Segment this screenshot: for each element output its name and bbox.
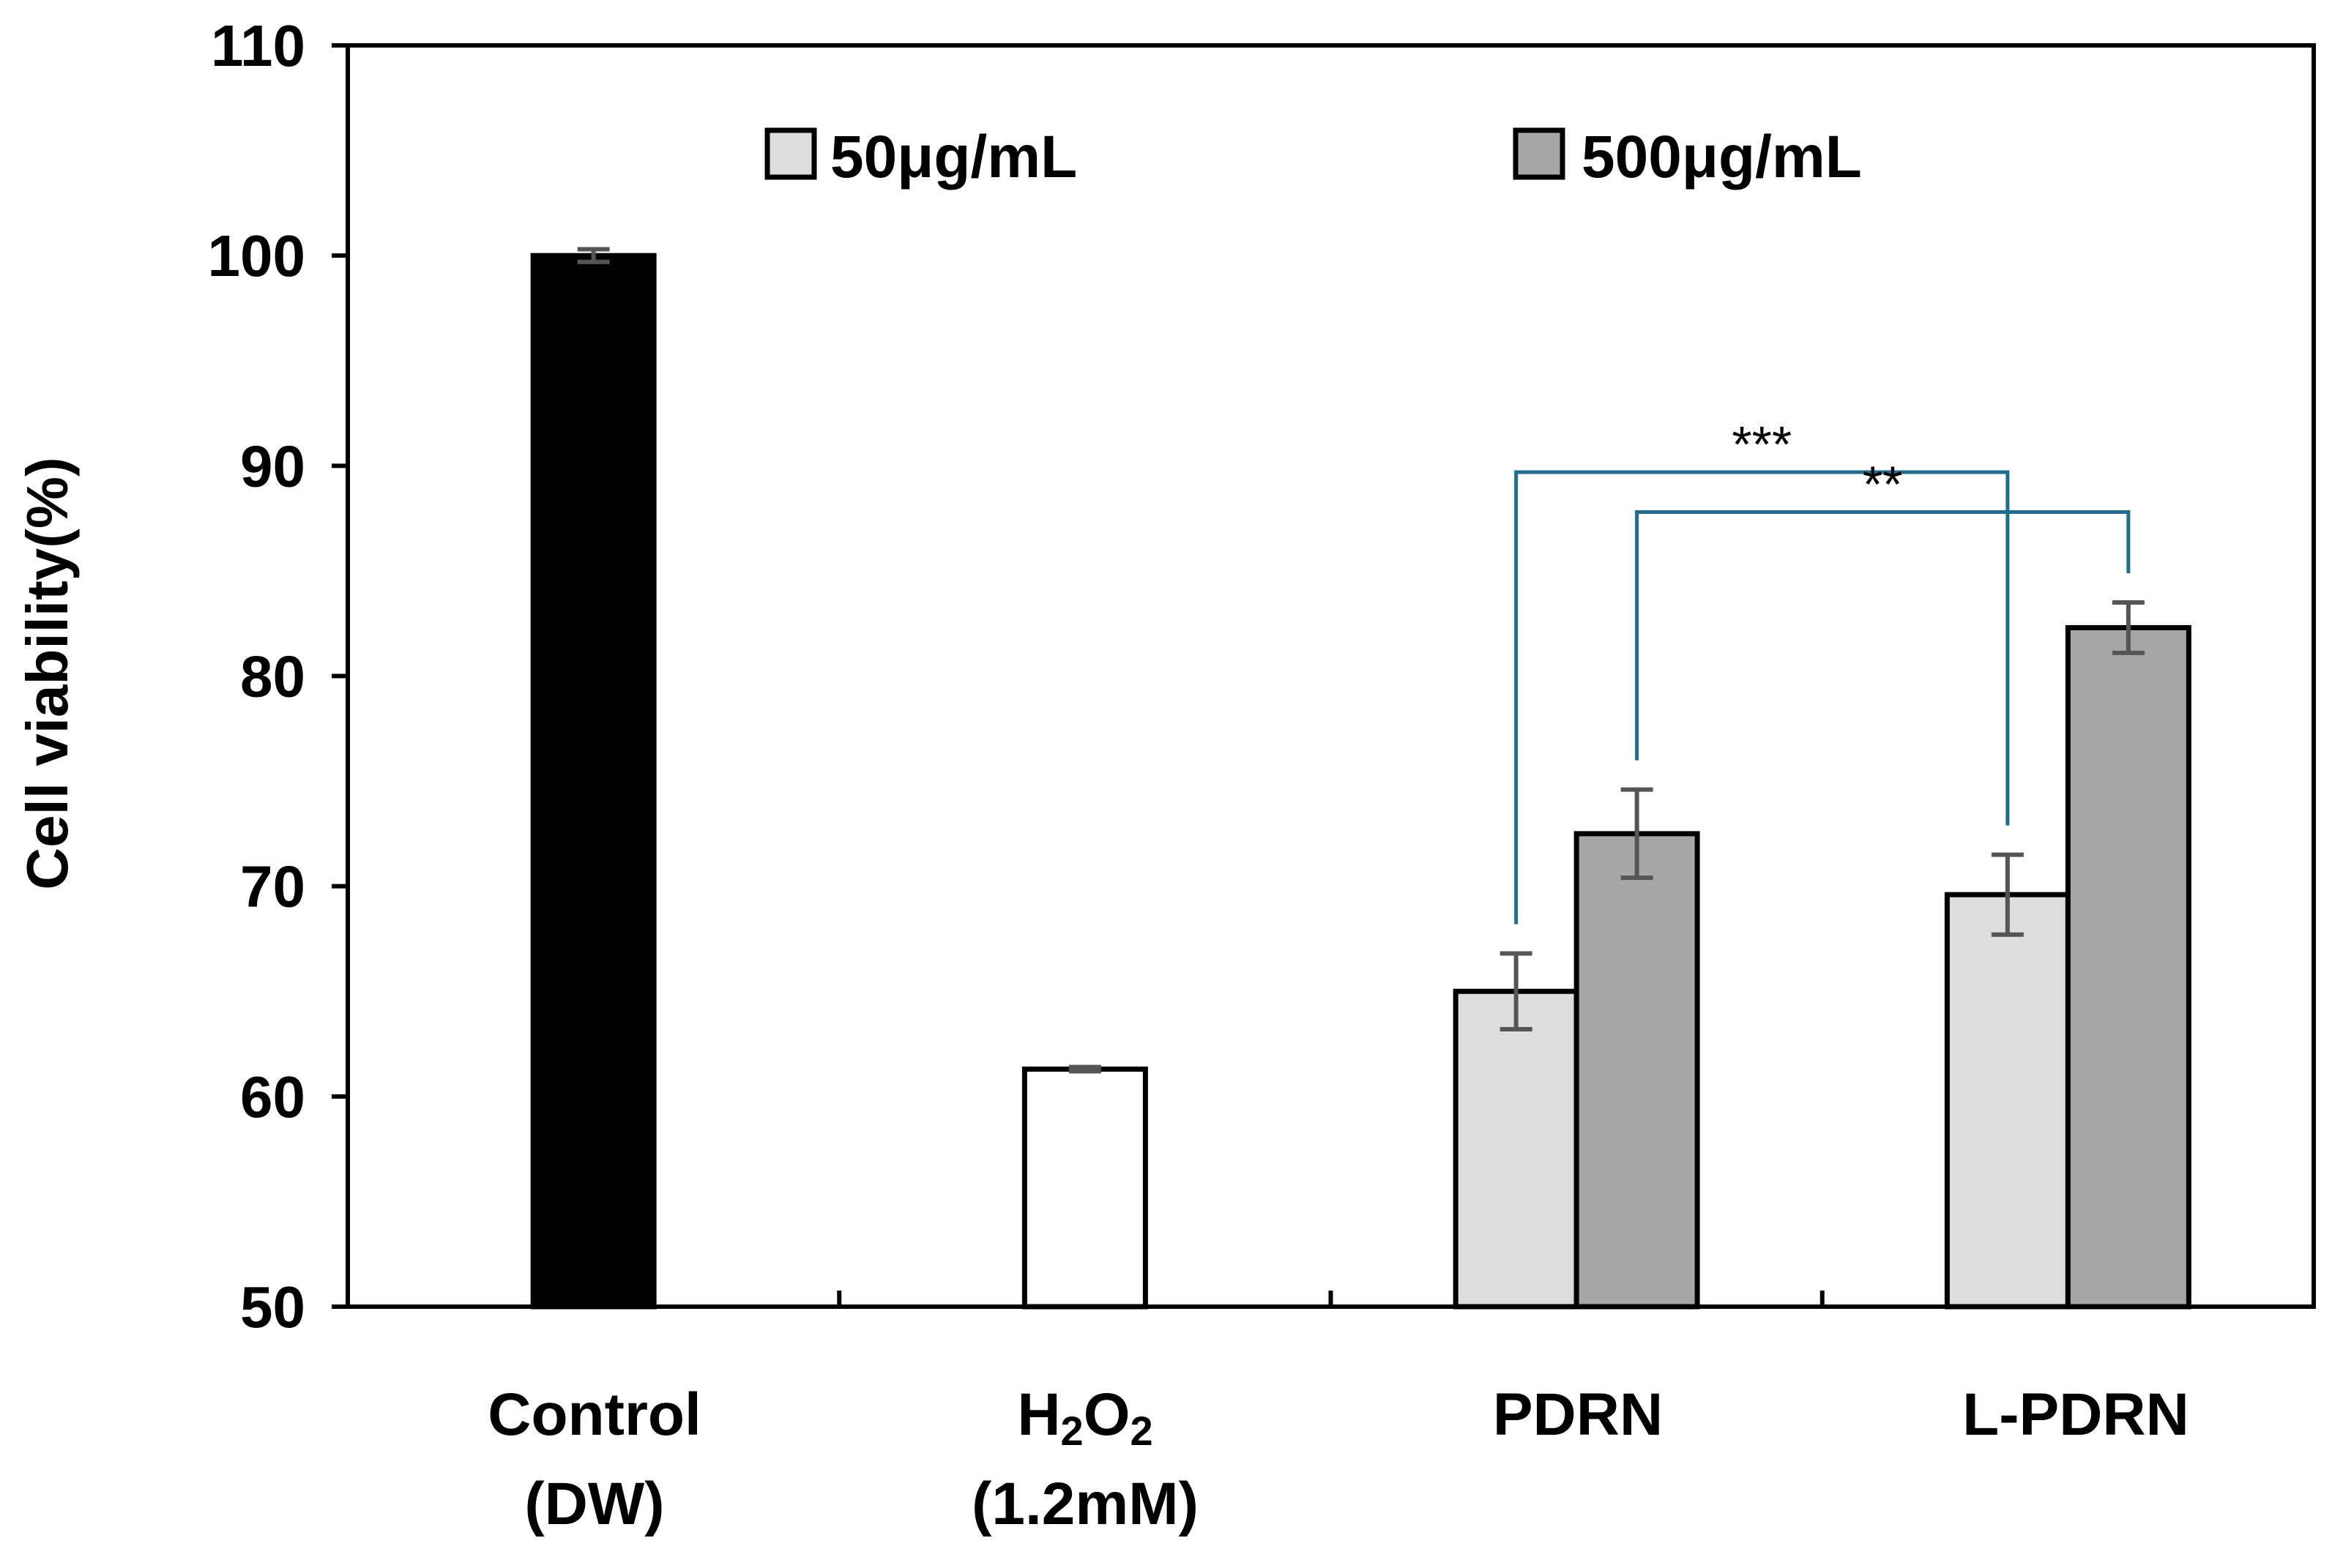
bar-s1-c2 [1573, 831, 1700, 1310]
significance-bracket-2-line [1635, 510, 2131, 761]
bar-s0-c2 [1453, 988, 1579, 1310]
x-label-h2o2: H2O2 [1017, 1381, 1152, 1454]
bar-single-1 [1021, 1067, 1148, 1310]
legend: 50μg/mL 500μg/mL [764, 124, 1862, 190]
significance-bracket-1-line [1514, 470, 2010, 925]
bar-s1-c3 [2065, 624, 2191, 1310]
x-axis-category-labels: Control (DW) H2O2 (1.2mM) PDRN L-PDRN [488, 1381, 2189, 1537]
y-axis-label: Cell viability(%) [15, 457, 80, 889]
y-tick-label-80: 80 [240, 644, 305, 709]
significance-bracket-1-label: *** [1732, 416, 1792, 473]
legend-label-500: 500μg/mL [1582, 124, 1862, 190]
y-tick-label-90: 90 [240, 433, 305, 499]
legend-label-50: 50μg/mL [830, 124, 1077, 190]
significance-bracket-2-label: ** [1863, 456, 1902, 513]
x-label-control: Control [488, 1381, 701, 1448]
legend-swatch-500 [1513, 127, 1565, 180]
y-tick-label-50: 50 [240, 1274, 305, 1340]
legend-swatch-50 [764, 127, 817, 180]
y-tick-label-110: 110 [211, 13, 305, 78]
x-label-h2o2-sub: (1.2mM) [972, 1471, 1199, 1537]
y-tick-label-100: 100 [208, 223, 305, 288]
bar-single-0 [530, 253, 657, 1310]
x-label-l-pdrn: L-PDRN [1962, 1381, 2189, 1448]
x-label-control-sub: (DW) [524, 1471, 664, 1537]
bar-s0-c3 [1944, 892, 2071, 1310]
y-tick-label-60: 60 [240, 1064, 305, 1130]
y-tick-label-70: 70 [240, 854, 305, 919]
x-label-pdrn: PDRN [1493, 1381, 1663, 1448]
